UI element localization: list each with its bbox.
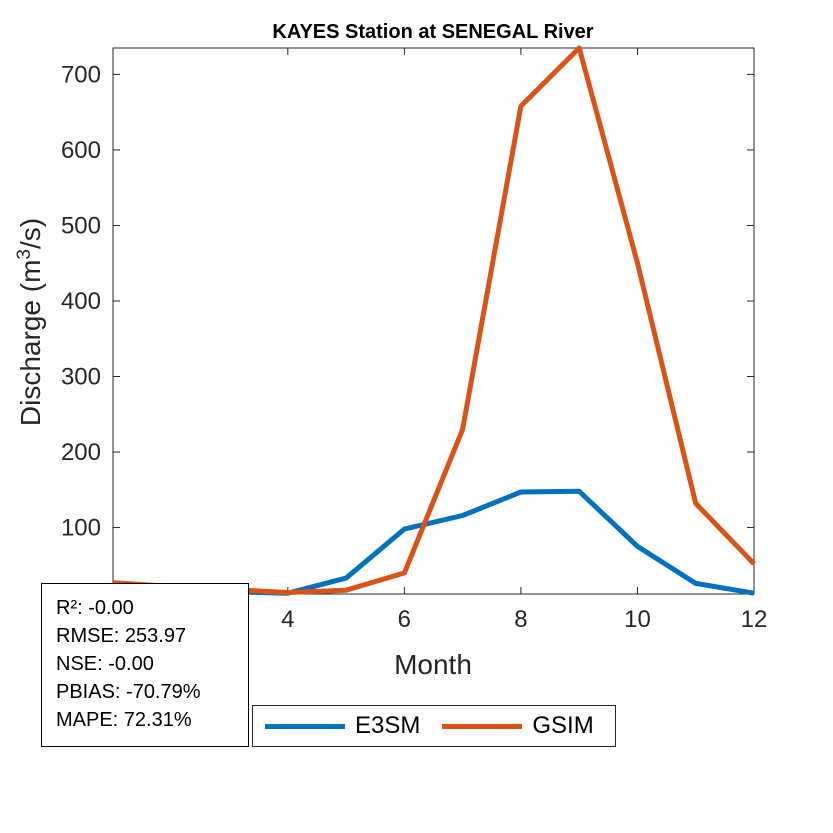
y-tick-label: 600: [61, 137, 101, 164]
stat-r2: R²: -0.00: [56, 597, 134, 619]
x-tick-label: 10: [624, 606, 651, 633]
y-axis-label: Discharge (m3/s): [14, 218, 46, 426]
stat-nse: NSE: -0.00: [56, 653, 154, 675]
legend-swatch-e3sm: [265, 723, 345, 729]
x-axis-label: Month: [394, 649, 472, 680]
legend-swatch-gsim: [442, 723, 523, 729]
y-axis-label-main: Discharge (m: [15, 260, 46, 426]
legend-label-e3sm: E3SM: [355, 712, 421, 739]
x-tick-label: 4: [281, 606, 294, 633]
chart-title: KAYES Station at SENEGAL River: [272, 21, 593, 43]
plot-area-frame: [112, 47, 755, 595]
stat-pbias: PBIAS: -70.79%: [56, 681, 201, 703]
y-axis-label-sup: 3: [14, 249, 35, 260]
x-tick-label: 12: [741, 606, 768, 633]
x-tick-label: 6: [398, 606, 411, 633]
series-line-gsim: [112, 45, 756, 595]
y-tick-label: 700: [61, 61, 101, 88]
y-tick-label: 200: [61, 439, 101, 466]
legend-entry-e3sm: E3SM: [265, 712, 420, 740]
stats-box: R²: -0.00 RMSE: 253.97 NSE: -0.00 PBIAS:…: [41, 583, 249, 747]
stat-mape: MAPE: 72.31%: [56, 709, 192, 731]
y-tick-label: 300: [61, 364, 101, 391]
legend: E3SM GSIM: [252, 705, 616, 747]
legend-entry-gsim: GSIM: [442, 712, 594, 740]
y-tick-label: 100: [61, 515, 101, 542]
stat-rmse: RMSE: 253.97: [56, 625, 187, 647]
x-tick-label: 8: [514, 606, 527, 633]
y-tick-label: 400: [61, 288, 101, 315]
legend-label-gsim: GSIM: [532, 712, 594, 739]
y-axis-label-tail: /s): [15, 218, 46, 249]
y-tick-label: 500: [61, 212, 101, 239]
